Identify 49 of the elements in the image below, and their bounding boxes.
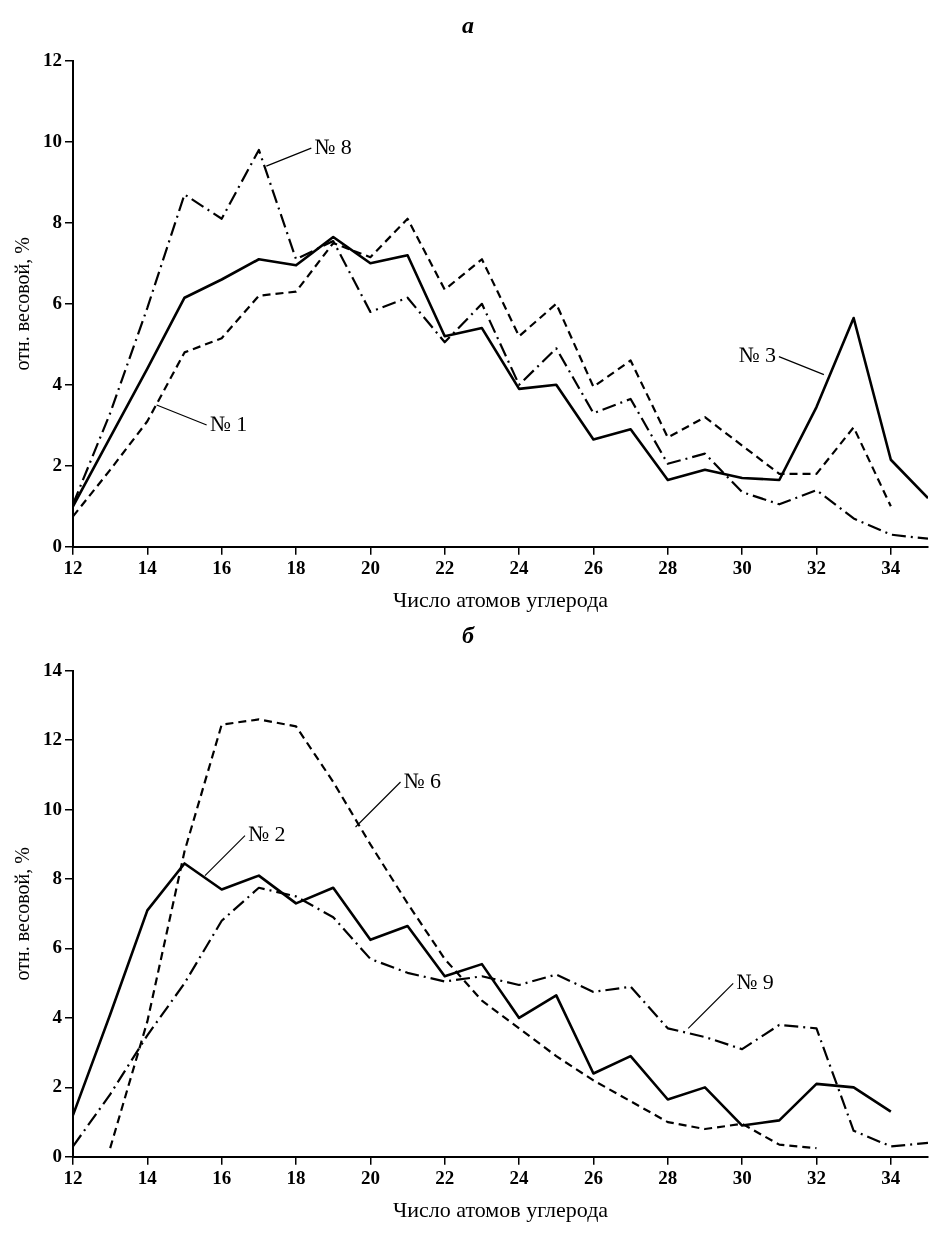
y-tick-label: 8 [52,210,62,232]
x-tick-label: 16 [212,1167,232,1189]
y-tick-label: 4 [52,1005,63,1027]
x-axis-title: Число атомов углерода [392,1196,609,1222]
x-tick-label: 22 [435,1167,455,1189]
x-tick-label: 34 [881,557,901,579]
x-tick-label: 18 [286,557,306,579]
y-tick-label: 4 [52,372,63,394]
x-tick-label: 30 [732,1167,752,1189]
annotation: № 2 [247,821,286,847]
x-tick-label: 14 [137,557,158,579]
x-tick-label: 20 [360,557,380,579]
x-tick-label: 32 [806,557,826,579]
x-tick-label: 22 [435,557,455,579]
y-tick-label: 10 [43,797,62,819]
x-tick-label: 26 [583,1167,603,1189]
y-tick-label: 12 [43,48,62,70]
y-tick-label: 0 [52,1144,62,1166]
y-axis-title: отн. весовой, % [11,237,34,371]
y-tick-label: 6 [52,291,62,313]
x-tick-label: 28 [658,557,678,579]
x-tick-label: 20 [360,1167,380,1189]
annotation: № 8 [314,133,352,159]
annotation: № 9 [736,969,774,995]
x-axis-title: Число атомов углерода [392,586,609,612]
y-tick-label: 0 [52,534,62,556]
y-tick-label: 2 [52,453,62,475]
x-tick-label: 30 [732,557,752,579]
x-tick-label: 28 [658,1167,678,1189]
y-tick-label: 10 [43,129,62,151]
y-tick-label: 12 [43,728,62,750]
x-tick-label: 32 [806,1167,826,1189]
x-tick-label: 26 [583,557,603,579]
y-tick-label: 14 [43,658,63,680]
x-tick-label: 14 [137,1167,158,1189]
y-tick-label: 6 [52,936,62,958]
x-tick-label: 18 [286,1167,306,1189]
y-tick-label: 2 [52,1075,62,1097]
x-tick-label: 24 [509,1167,530,1189]
x-tick-label: 34 [881,1167,901,1189]
y-axis-title: отн. весовой, % [11,847,34,981]
annotation: № 1 [209,410,248,436]
y-tick-label: 8 [52,866,62,888]
chart-title: б [462,621,476,648]
chart-title: а [462,11,474,38]
x-tick-label: 16 [212,557,232,579]
annotation: № 6 [403,767,442,793]
annotation: № 3 [738,342,776,368]
x-tick-label: 24 [509,557,530,579]
